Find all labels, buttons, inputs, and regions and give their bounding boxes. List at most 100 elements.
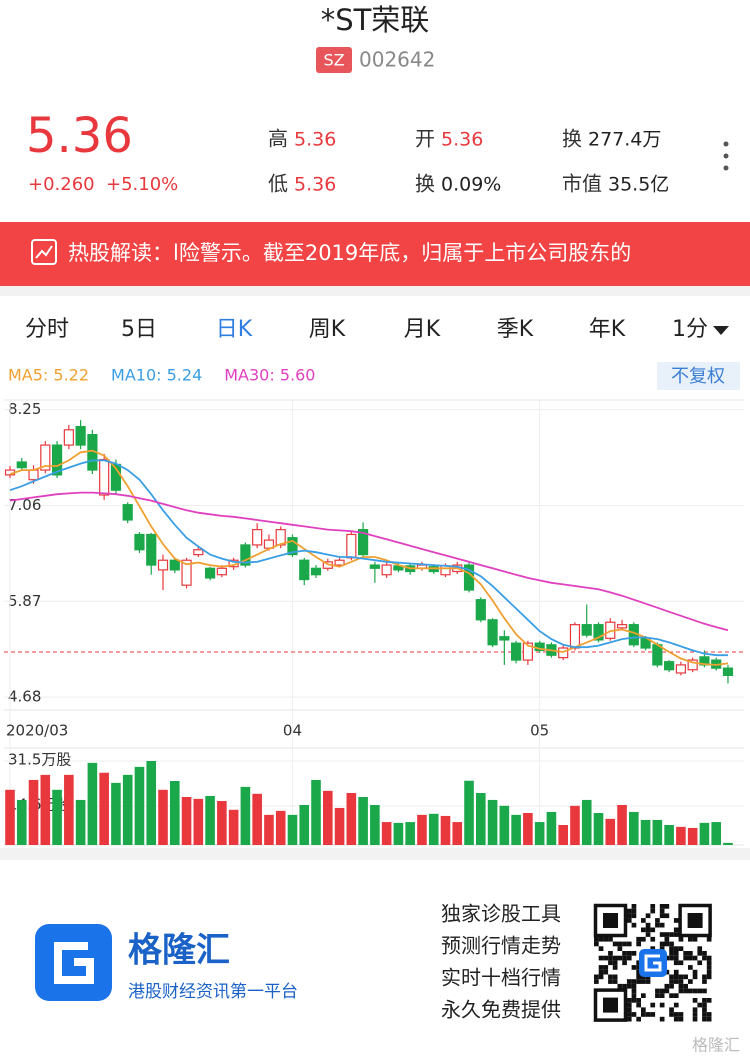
- adjust-button[interactable]: [657, 362, 740, 390]
- volume-bar: [122, 774, 133, 845]
- tab[interactable]: 月K: [404, 317, 441, 342]
- stat-value: 35.5亿: [608, 174, 669, 196]
- qr-cell: [659, 988, 665, 994]
- qr-cell: [631, 965, 637, 970]
- candle-body: [28, 469, 39, 481]
- qr-cell: [706, 998, 712, 1003]
- volume-bar: [534, 822, 545, 845]
- qr-cell: [650, 936, 656, 942]
- candle-body: [287, 537, 298, 556]
- volume-bar: [464, 780, 474, 845]
- candle-body: [440, 565, 451, 576]
- volume-bar: [299, 805, 310, 845]
- qr-cell: [645, 932, 651, 937]
- qr-cell: [659, 932, 665, 937]
- qr-pattern: [593, 903, 712, 1022]
- candle-body: [216, 567, 227, 576]
- qr-cell: [659, 908, 665, 914]
- stat-value: 277.4万: [588, 129, 661, 151]
- qr-cell: [626, 1016, 632, 1022]
- qr-cell: [603, 955, 609, 961]
- qr-cell: [626, 979, 632, 984]
- volume-bar: [322, 790, 333, 845]
- qr-cell: [688, 951, 693, 956]
- candle-body: [499, 636, 510, 641]
- news-banner[interactable]: [0, 222, 750, 286]
- candle-body: [487, 619, 498, 646]
- more-menu[interactable]: [723, 141, 729, 171]
- banner-content: l险警示。截至2019年底，归属于上市公司股东的: [173, 241, 631, 265]
- tab[interactable]: 5日: [121, 317, 157, 342]
- qr-cell: [641, 927, 646, 933]
- candle-body: [475, 599, 486, 621]
- qr-cell: [692, 988, 698, 994]
- qr-cell: [669, 951, 674, 956]
- volume-bar: [699, 822, 710, 845]
- qr-cell: [626, 1007, 632, 1013]
- qr-cell: [697, 1002, 703, 1008]
- qr-cell: [641, 1012, 646, 1017]
- qr-cell: [645, 979, 651, 984]
- qr-cell: [650, 904, 656, 909]
- x-tick-label: 04: [283, 722, 302, 740]
- qr-cell: [678, 946, 684, 951]
- qr-cell: [669, 1007, 674, 1013]
- qr-cell: [664, 913, 670, 919]
- volume-bar: [287, 814, 298, 845]
- qr-cell: [664, 936, 670, 942]
- volume-bar: [193, 798, 204, 845]
- y-tick-label: 8.25: [8, 400, 41, 418]
- volume-bar: [240, 786, 251, 845]
- qr-cell: [659, 993, 665, 998]
- qr-cell: [612, 960, 618, 966]
- candle-body: [99, 458, 110, 496]
- qr-cell: [641, 918, 646, 923]
- qr-cell: [659, 913, 665, 919]
- qr-cell: [673, 951, 679, 956]
- qr-cell: [594, 979, 599, 984]
- qr-cell: [673, 1012, 679, 1017]
- qr-cell: [669, 932, 674, 937]
- qr-cell: [692, 1016, 698, 1022]
- volume-bar: [40, 774, 51, 845]
- volume-bar: [640, 819, 651, 845]
- qr-cell: [669, 993, 674, 998]
- qr-cell: [678, 979, 684, 984]
- tab[interactable]: 年K: [589, 317, 626, 342]
- qr-cell: [631, 998, 637, 1003]
- qr-cell: [645, 1012, 651, 1017]
- tab[interactable]: 季K: [497, 317, 534, 342]
- qr-cell: [678, 974, 684, 980]
- qr-cell: [631, 979, 637, 984]
- feature: 实时十档行情: [441, 966, 561, 990]
- tab[interactable]: 分时: [25, 317, 69, 342]
- qr-cell: [697, 960, 703, 966]
- qr-cell: [659, 922, 665, 928]
- qr-finder: [593, 903, 628, 938]
- qr-cell: [617, 955, 623, 961]
- qr-cell: [706, 960, 712, 966]
- qr-cell: [702, 1016, 707, 1022]
- volume-bar: [652, 819, 663, 845]
- qr-cell: [702, 979, 707, 984]
- qr-cell: [617, 946, 623, 951]
- tab[interactable]: 日K: [216, 317, 253, 342]
- qr-cell: [702, 955, 707, 961]
- qr-cell: [622, 960, 627, 966]
- volume-bar: [16, 799, 27, 845]
- volume-bar: [687, 827, 698, 845]
- tab[interactable]: 1分: [672, 317, 708, 342]
- qr-cell: [626, 951, 632, 956]
- qr-cell: [673, 927, 679, 933]
- tab[interactable]: 周K: [309, 317, 346, 342]
- volume-bar: [440, 815, 451, 845]
- volume-bar: [405, 822, 415, 845]
- volume-bar: [52, 789, 62, 845]
- qr-cell: [664, 941, 670, 947]
- qr-cell: [683, 974, 688, 980]
- candle-body: [511, 642, 522, 661]
- qr-cell: [669, 955, 674, 961]
- qr-cell: [626, 955, 632, 961]
- qr-cell: [626, 983, 632, 989]
